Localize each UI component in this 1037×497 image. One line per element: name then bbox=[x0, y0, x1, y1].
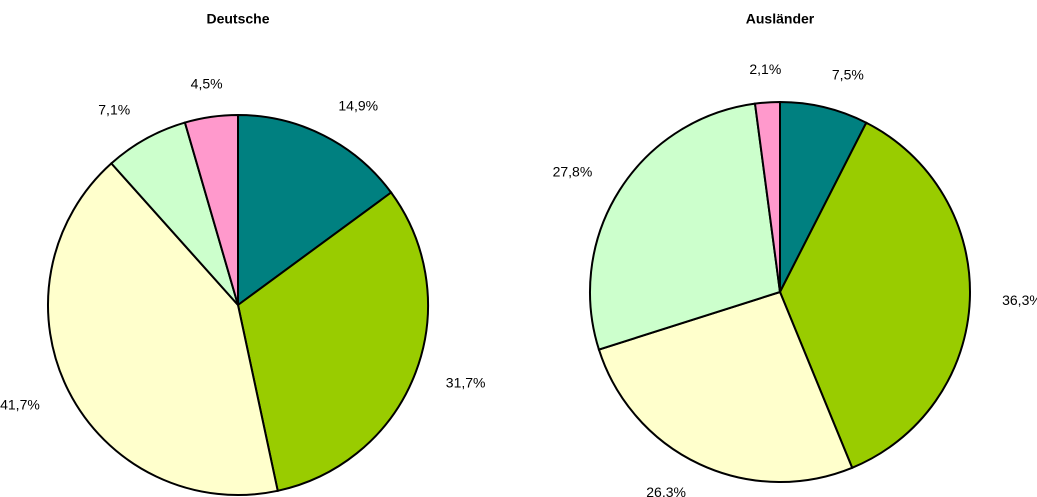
pie-slice bbox=[236, 191, 429, 492]
chart-title: Deutsche bbox=[206, 11, 269, 27]
data-label: 14,9% bbox=[338, 97, 378, 113]
pie-slice bbox=[183, 113, 239, 306]
data-label: 7,5% bbox=[832, 67, 864, 83]
pie-slice bbox=[753, 100, 781, 293]
data-label: 7,1% bbox=[98, 101, 130, 117]
pie-slice bbox=[237, 113, 393, 307]
chart-title: Ausländer bbox=[746, 11, 815, 27]
data-label: 4,5% bbox=[191, 76, 223, 92]
pie-slice bbox=[597, 290, 854, 483]
data-label: 41,7% bbox=[0, 396, 40, 412]
pie-slice bbox=[778, 121, 971, 470]
data-label: 2,1% bbox=[749, 61, 781, 77]
data-label: 26,3% bbox=[646, 484, 686, 497]
data-label: 36,3% bbox=[1002, 292, 1037, 308]
pie-slice bbox=[47, 161, 279, 496]
pie-slice bbox=[589, 102, 782, 351]
data-label: 31,7% bbox=[446, 375, 486, 391]
data-label: 27,8% bbox=[553, 164, 593, 180]
